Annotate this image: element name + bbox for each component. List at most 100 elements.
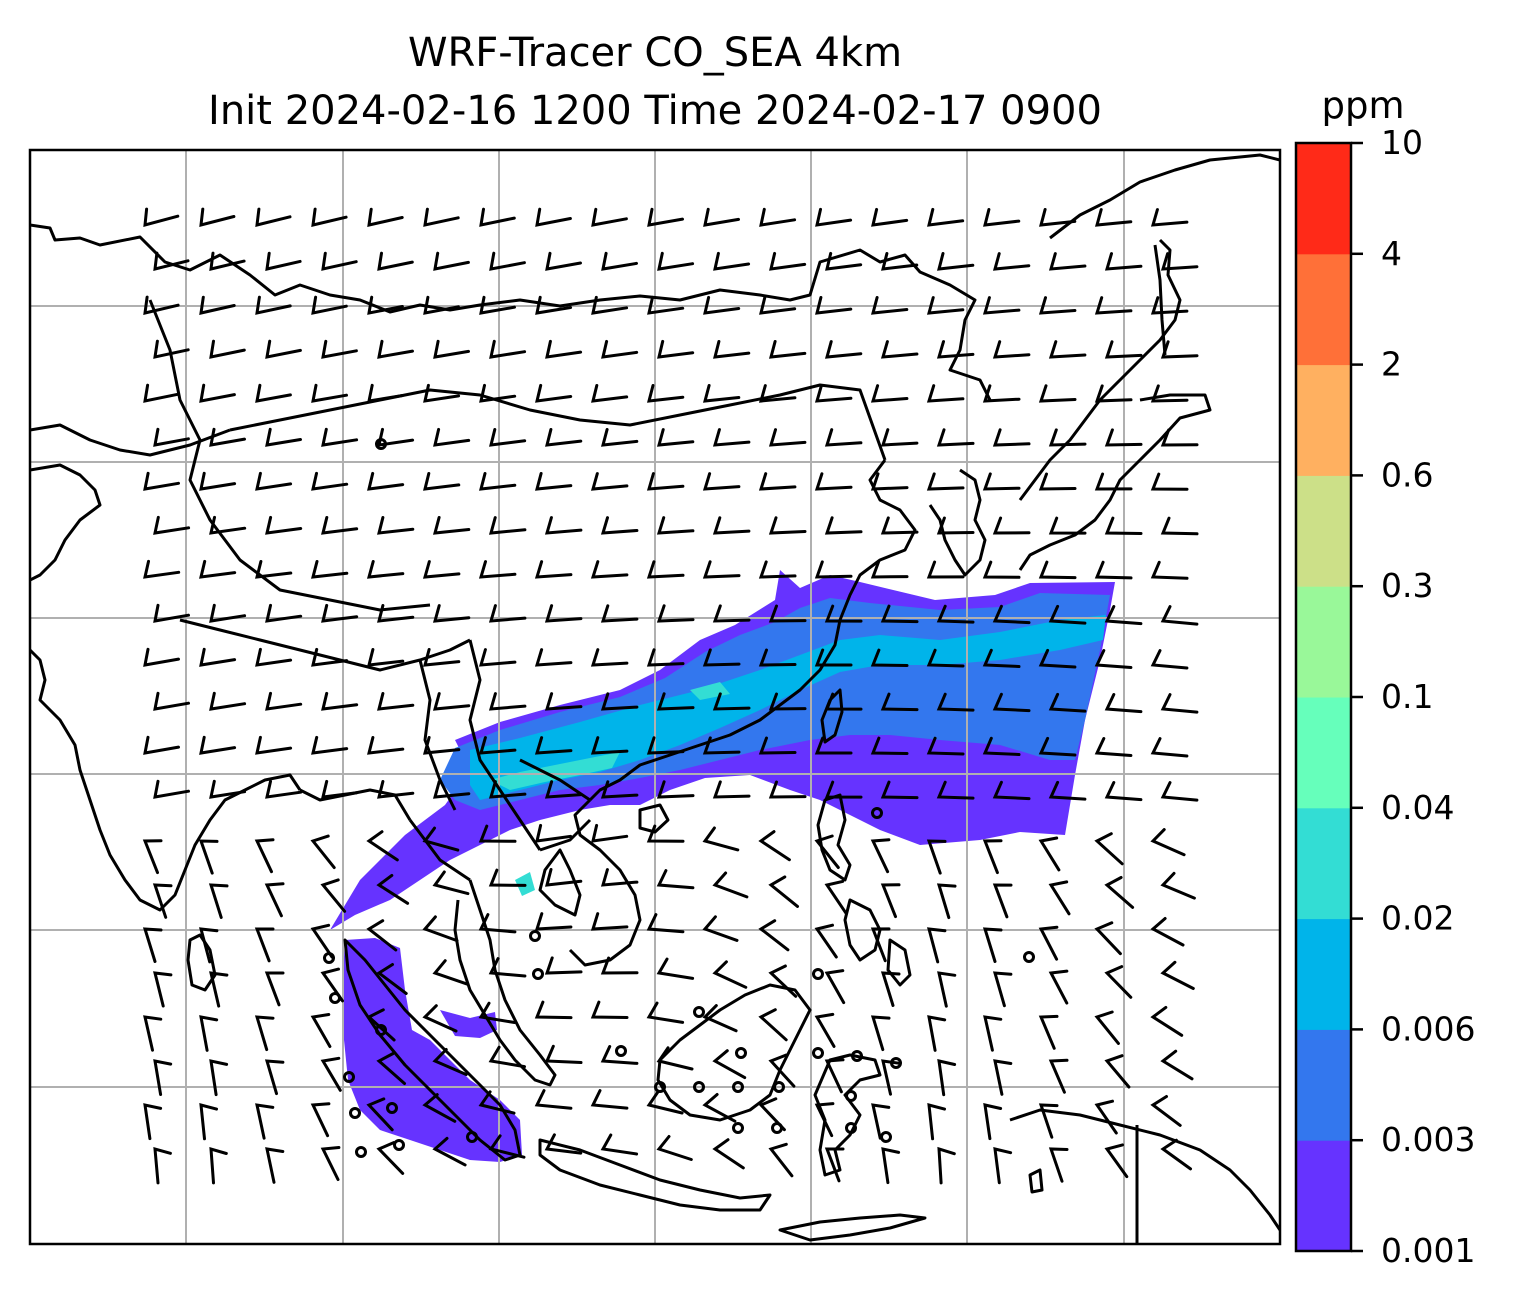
wind-barb [199, 1015, 219, 1052]
wind-barb [199, 207, 236, 227]
calm-marker [845, 1090, 857, 1102]
wind-barb [1160, 340, 1199, 359]
wind-barb [600, 1045, 639, 1065]
wind-barb [199, 647, 237, 667]
wind-barb [983, 208, 1021, 227]
wind-barb [311, 295, 348, 315]
wind-barb [143, 383, 180, 403]
wind-barb [376, 1052, 406, 1085]
wind-barb [936, 604, 975, 624]
wind-barb [255, 383, 292, 403]
wind-barb [1104, 252, 1143, 271]
wind-barb [1150, 560, 1189, 580]
wind-barb [992, 604, 1031, 625]
wind-barb [534, 560, 573, 579]
wind-barb [1104, 1054, 1131, 1089]
wind-barb [758, 648, 797, 667]
map-area [30, 150, 1280, 1244]
wind-barb [871, 1103, 891, 1140]
wind-barb [758, 560, 797, 579]
wind-barb [1160, 960, 1195, 990]
calm-marker [1023, 951, 1035, 963]
wind-barb [880, 340, 919, 359]
wind-barb [926, 927, 947, 964]
calm-marker [693, 1081, 705, 1093]
wind-barb [534, 912, 573, 931]
wind-barb [1160, 871, 1196, 900]
wind-barb [423, 472, 461, 491]
wind-barb [824, 780, 863, 799]
chart-title-line-2: Init 2024-02-16 1200 Time 2024-02-17 090… [208, 88, 1102, 134]
wind-barb [544, 780, 583, 799]
wind-barb [255, 1103, 275, 1140]
wind-barb [320, 967, 344, 1003]
calm-marker [890, 1057, 902, 1069]
wind-barb [647, 207, 684, 227]
wind-barb [1150, 208, 1189, 227]
wind-barb [1038, 296, 1077, 315]
calm-marker [532, 968, 544, 980]
wind-barb [657, 251, 695, 271]
wind-barb [758, 919, 790, 952]
wind-barb [489, 339, 527, 359]
wind-barb [433, 427, 471, 447]
calm-marker [735, 1047, 747, 1059]
wind-barb [983, 1015, 1003, 1052]
wind-barb [600, 692, 639, 711]
wind-barb [591, 295, 629, 315]
wind-barb [825, 251, 863, 271]
wind-barb [208, 883, 229, 919]
calm-marker [812, 1047, 824, 1059]
wind-barb [759, 207, 797, 227]
calm-marker [880, 1131, 892, 1143]
wind-barb [366, 1097, 394, 1132]
wind-barb [824, 1147, 845, 1183]
wind-barb [478, 736, 517, 755]
wind-barb [1160, 516, 1199, 536]
wind-barb [870, 296, 909, 315]
wind-barb [1104, 965, 1133, 999]
wind-barb [1048, 1147, 1069, 1183]
wind-barb [591, 823, 629, 843]
wind-barb [1104, 693, 1143, 714]
colorbar-swatch [1296, 364, 1351, 476]
wind-barb [152, 883, 173, 919]
wind-barb [423, 207, 460, 227]
wind-barb [1094, 1099, 1118, 1135]
wind-barb [423, 295, 460, 315]
wind-barb [600, 516, 639, 535]
wind-barb [255, 207, 292, 227]
wind-barb [265, 427, 302, 447]
wind-barb [478, 648, 517, 667]
wind-barb [982, 648, 1021, 668]
wind-barb [320, 1056, 342, 1092]
wind-barb [926, 384, 965, 403]
wind-barb [937, 1146, 956, 1185]
wind-barb [1048, 604, 1087, 625]
wind-barb [479, 295, 516, 315]
wind-barb [479, 472, 517, 491]
wind-barb [376, 873, 410, 905]
wind-barb [265, 603, 303, 623]
wind-barb [768, 780, 807, 799]
wind-barb [1038, 472, 1077, 491]
wind-barb [1048, 340, 1087, 359]
wind-barb [433, 251, 470, 271]
wind-barb [713, 340, 751, 359]
wind-barb [814, 736, 853, 755]
wind-barb [153, 427, 190, 447]
wind-barb [535, 207, 572, 227]
wind-barb [366, 830, 399, 862]
wind-barb [702, 560, 741, 579]
wind-barb [824, 604, 863, 623]
wind-barb [646, 1090, 684, 1115]
wind-barb [1038, 384, 1077, 403]
wind-barb [367, 383, 405, 403]
wind-barb [702, 1004, 738, 1033]
wind-barb [713, 251, 751, 271]
wind-barb [992, 516, 1031, 535]
calm-marker [343, 1071, 355, 1083]
chart-title-line-1: WRF-Tracer CO_SEA 4km [407, 30, 903, 76]
wind-barb [209, 971, 229, 1008]
colorbar: ppm 0.001 0.003 0.006 0.02 0.04 0.1 0.3 0.6 2 4 10 [1294, 84, 1475, 1270]
